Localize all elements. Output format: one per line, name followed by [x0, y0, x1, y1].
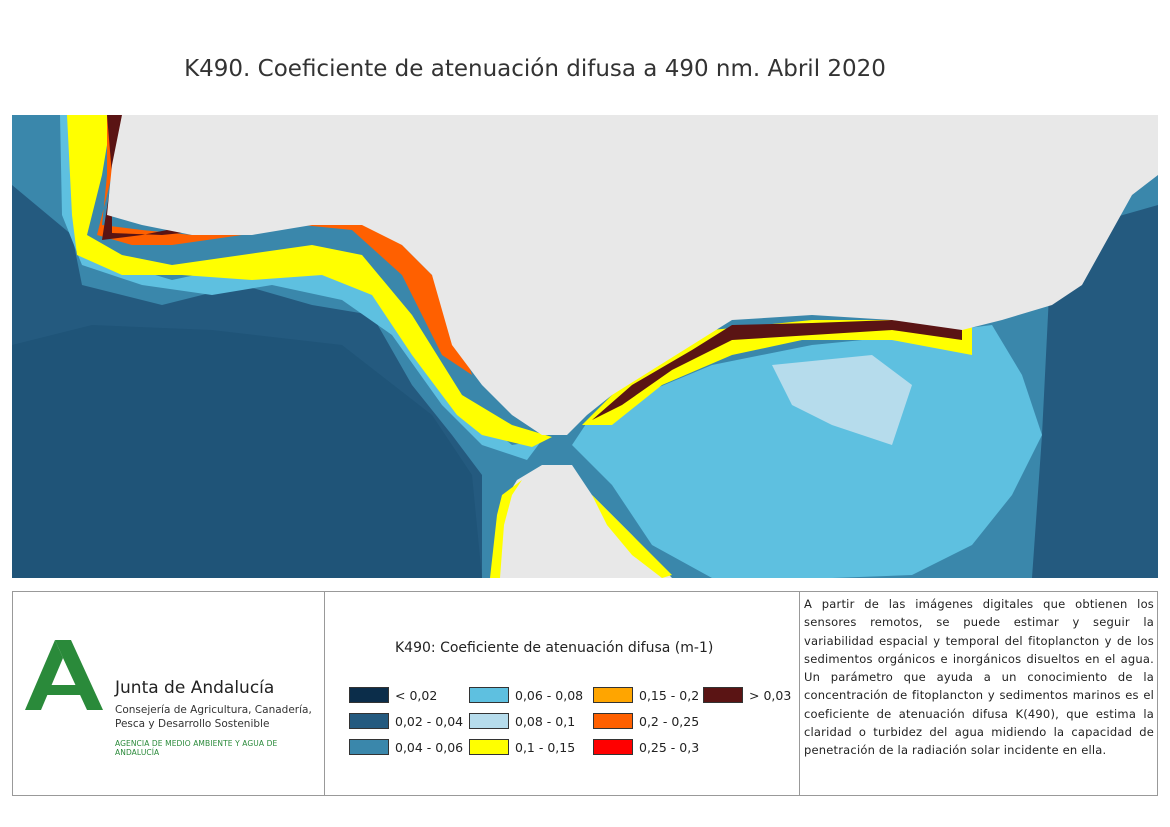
map-title: K490. Coeficiente de atenuación difusa a…: [184, 56, 886, 82]
morocco-mediterranean-fringe: [592, 495, 672, 578]
legend-label: 0,25 - 0,3: [639, 739, 700, 755]
legend-label: < 0,02: [395, 687, 438, 703]
legend-swatch: [349, 739, 389, 755]
legend-item: 0,1 - 0,15: [469, 738, 575, 756]
alboran-east-water: [1032, 205, 1158, 578]
k490-map: [12, 115, 1158, 578]
legend-swatch: [469, 713, 509, 729]
iberian-peninsula-land: [107, 115, 1158, 435]
legend-label: 0,1 - 0,15: [515, 739, 576, 755]
legend-label: 0,2 - 0,25: [639, 713, 700, 729]
organization-agency: AGENCIA DE MEDIO AMBIENTE Y AGUA DE ANDA…: [115, 739, 278, 757]
atlantic-turbid-fringe: [67, 115, 552, 447]
legend-panel: K490: Coeficiente de atenuación difusa (…: [325, 592, 800, 795]
mediterranean-very-high-turbidity: [592, 320, 962, 420]
legend-swatch: [703, 687, 743, 703]
legend-item: 0,04 - 0,06: [349, 738, 463, 756]
atlantic-coastal-band: [60, 115, 542, 460]
legend-label: 0,08 - 0,1: [515, 713, 576, 729]
north-africa-land: [492, 465, 672, 578]
legend-swatch: [593, 713, 633, 729]
organization-department: Consejería de Agricultura, Canadería, Pe…: [115, 704, 312, 730]
legend-label: > 0,03: [749, 687, 792, 703]
mediterranean-plume: [772, 355, 912, 445]
legend-swatch: [469, 687, 509, 703]
legend-label: 0,15 - 0,2: [639, 687, 700, 703]
legend-title: K490: Coeficiente de atenuación difusa (…: [395, 640, 714, 656]
legend-item: 0,15 - 0,2: [593, 686, 699, 704]
legend-item: 0,2 - 0,25: [593, 712, 699, 730]
legend-item: 0,06 - 0,08: [469, 686, 583, 704]
legend-label: 0,04 - 0,06: [395, 739, 464, 755]
map-canvas: [12, 115, 1158, 578]
legend-swatch: [469, 739, 509, 755]
mediterranean-light-water: [572, 325, 1042, 578]
legend-item: 0,08 - 0,1: [469, 712, 575, 730]
legend-swatch: [349, 713, 389, 729]
legend-label: 0,02 - 0,04: [395, 713, 464, 729]
description-panel: A partir de las imágenes digitales que o…: [800, 592, 1157, 795]
legend-swatch: [593, 687, 633, 703]
legend-item: < 0,02: [349, 686, 437, 704]
map-footer: Junta de Andalucía Consejería de Agricul…: [12, 591, 1158, 796]
legend-label: 0,06 - 0,08: [515, 687, 584, 703]
legend-swatch: [593, 739, 633, 755]
organization-name: Junta de Andalucía: [115, 678, 275, 698]
atlantic-open-water: [12, 325, 482, 578]
legend-item: > 0,03: [703, 686, 791, 704]
legend-swatch: [349, 687, 389, 703]
description-text: A partir de las imágenes digitales que o…: [804, 597, 1154, 758]
morocco-atlantic-fringe: [490, 480, 522, 578]
logo-panel: Junta de Andalucía Consejería de Agricul…: [13, 592, 325, 795]
junta-andalucia-logo-icon: [25, 640, 103, 710]
legend-item: 0,02 - 0,04: [349, 712, 463, 730]
legend-item: 0,25 - 0,3: [593, 738, 699, 756]
